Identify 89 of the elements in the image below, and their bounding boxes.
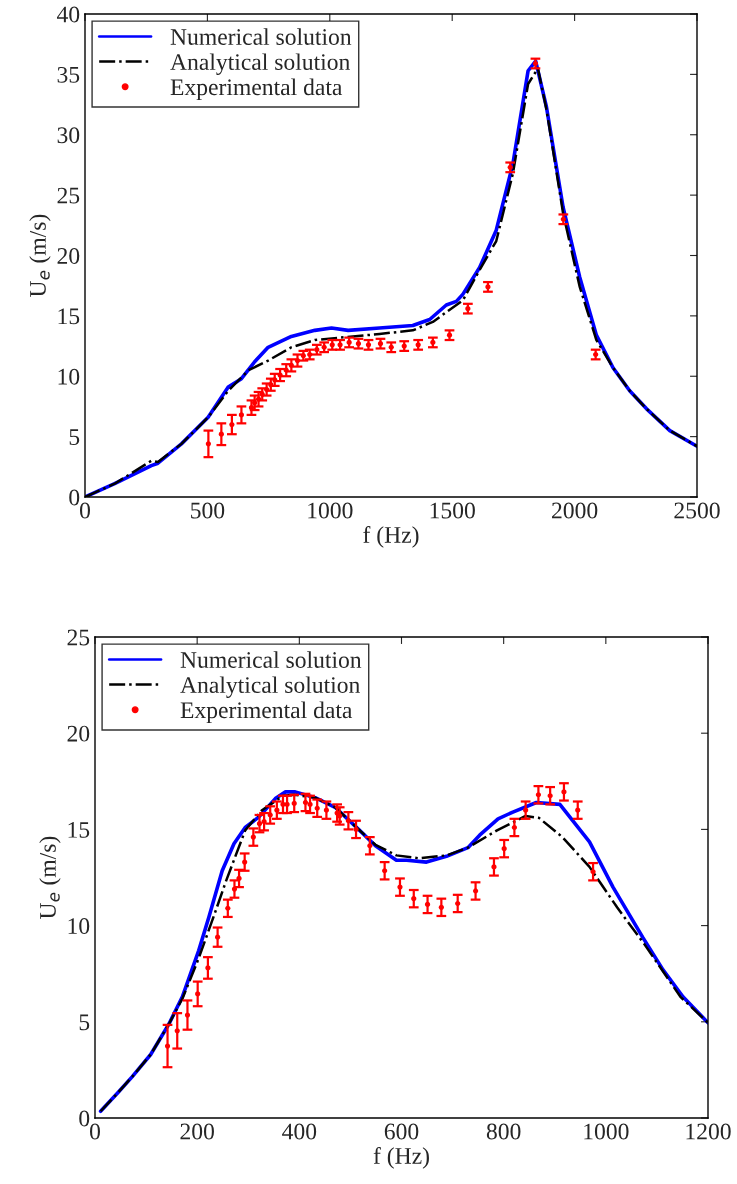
point xyxy=(411,896,417,902)
point xyxy=(511,824,517,831)
y-tick-label: 5 xyxy=(69,429,80,446)
point xyxy=(205,965,211,971)
point xyxy=(291,800,297,807)
point xyxy=(274,807,280,813)
point xyxy=(547,793,553,799)
point xyxy=(424,901,431,908)
point xyxy=(561,789,567,795)
y-tick-label: 40 xyxy=(56,6,80,23)
point xyxy=(302,799,309,806)
y-tick-label: 15 xyxy=(68,822,90,838)
point xyxy=(205,441,211,447)
y-tick-label: 25 xyxy=(57,187,80,204)
point xyxy=(353,826,359,832)
point xyxy=(323,807,330,813)
point xyxy=(455,900,461,907)
y-tick-label: 10 xyxy=(68,918,90,935)
point xyxy=(236,875,242,882)
point xyxy=(225,905,231,911)
point xyxy=(272,377,278,383)
point xyxy=(248,405,255,411)
point xyxy=(184,1012,191,1018)
y-tick-label: 35 xyxy=(57,66,80,83)
point xyxy=(367,843,373,849)
point xyxy=(345,818,351,824)
point xyxy=(472,888,479,894)
point xyxy=(164,1043,171,1049)
legend-label: Numerical solution xyxy=(170,28,352,45)
point xyxy=(438,904,444,910)
x-tick-label: 1000 xyxy=(308,502,353,519)
point xyxy=(314,805,320,811)
point xyxy=(174,1028,180,1034)
point xyxy=(523,807,529,813)
point xyxy=(238,412,245,418)
y-tick-label: 25 xyxy=(67,629,90,646)
y-tick-label: 10 xyxy=(58,368,80,385)
point xyxy=(229,421,235,428)
point xyxy=(590,869,596,875)
x-axis-title: f (Hz) xyxy=(363,526,419,548)
legend-label: Experimental data xyxy=(180,701,353,723)
y-axis-title: U$_{e}$ (m/s) xyxy=(39,836,61,920)
point xyxy=(267,812,273,818)
x-tick-label: 2500 xyxy=(674,502,720,519)
point xyxy=(231,886,238,892)
y-tick-label: 15 xyxy=(58,308,80,325)
point xyxy=(259,391,265,397)
point xyxy=(283,367,289,373)
legend-label: Analytical solution xyxy=(170,53,350,75)
point xyxy=(252,400,258,406)
point xyxy=(491,864,497,870)
point xyxy=(242,859,248,865)
legend-label: Analytical solution xyxy=(180,676,360,698)
x-tick-label: 600 xyxy=(384,1123,419,1140)
y-tick-label: 0 xyxy=(69,489,80,506)
y-axis-title: U$_{e}$ (m/s) xyxy=(29,214,51,298)
legend-label: Numerical solution xyxy=(180,651,362,668)
y-tick-label: 20 xyxy=(57,247,80,264)
x-tick-label: 200 xyxy=(180,1123,214,1140)
point xyxy=(288,362,294,368)
point xyxy=(261,819,267,825)
point xyxy=(284,801,290,807)
y-tick-label: 0 xyxy=(79,1110,90,1127)
point xyxy=(277,372,283,378)
point xyxy=(268,382,274,388)
x-tick-label: 800 xyxy=(486,1123,521,1140)
legend-label: Experimental data xyxy=(170,78,343,100)
point xyxy=(397,884,403,890)
x-tick-label: 1500 xyxy=(430,502,475,519)
x-tick-label: 400 xyxy=(282,1123,317,1140)
y-tick-label: 5 xyxy=(79,1014,90,1031)
point xyxy=(195,991,201,997)
point xyxy=(382,868,388,874)
y-tick-label: 20 xyxy=(67,725,90,742)
point xyxy=(215,934,221,940)
point xyxy=(250,834,256,840)
y-tick-label: 30 xyxy=(57,127,80,144)
point xyxy=(218,431,224,437)
x-tick-label: 1200 xyxy=(686,1123,731,1140)
point xyxy=(501,846,507,852)
x-tick-label: 500 xyxy=(191,502,225,519)
point xyxy=(535,792,541,798)
x-tick-label: 1000 xyxy=(584,1123,629,1140)
point xyxy=(575,807,581,813)
point xyxy=(256,821,263,827)
point xyxy=(307,801,313,807)
x-axis-title: f (Hz) xyxy=(373,1147,429,1169)
x-tick-label: 2000 xyxy=(552,502,598,519)
point xyxy=(255,396,262,402)
